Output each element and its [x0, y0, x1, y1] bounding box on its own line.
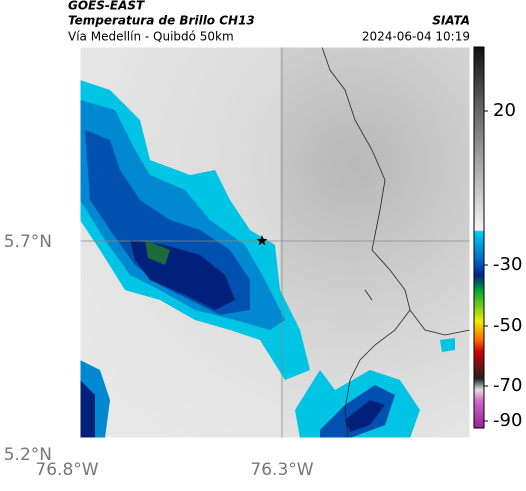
source: GOES-EAST [68, 0, 145, 13]
colorbar-tick-label: -30 [493, 254, 522, 275]
x-tick-label: 76.8°W [35, 460, 98, 480]
colorbar-tick-label: -90 [493, 410, 522, 431]
colorbar-tick-label: -50 [493, 315, 522, 336]
product: Temperatura de Brillo CH13 [68, 14, 255, 28]
colorbar-ticks: 20 -30 -50 -70 -90 [484, 100, 522, 431]
borders [321, 46, 471, 439]
satellite-image [80, 47, 470, 438]
y-tick-label: 5.7°N [4, 232, 52, 252]
institution: SIATA [432, 14, 470, 28]
region: Vía Medellín - Quibdó 50km [68, 30, 234, 44]
y-tick-label: 5.2°N [4, 445, 52, 465]
location-marker [256, 235, 268, 246]
map-frame [79, 46, 471, 439]
colorbar-tick-label: 20 [493, 100, 516, 121]
x-tick-label: 76.3°W [250, 460, 313, 480]
colorbar [473, 46, 485, 429]
datetime: 2024-06-04 10:19 [362, 30, 470, 44]
colorbar-tick-label: -70 [493, 375, 522, 396]
